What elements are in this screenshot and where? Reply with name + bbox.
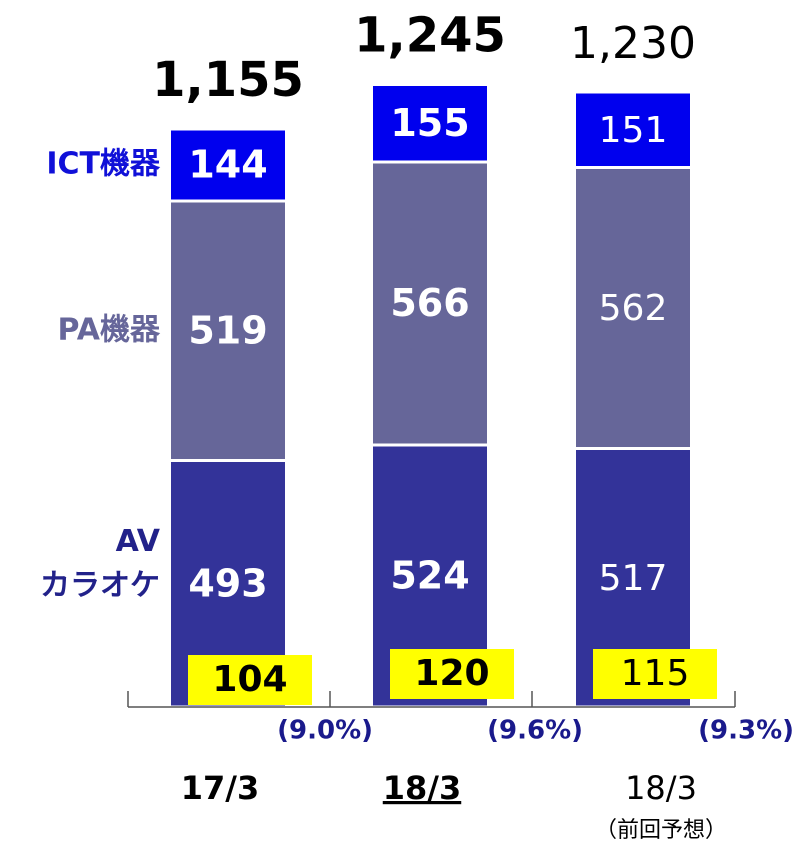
segment-label: 493 <box>188 561 267 605</box>
total-label: 1,155 <box>152 52 304 108</box>
bar-segment <box>573 90 693 169</box>
margin-label: (9.3%) <box>698 716 794 746</box>
x-tick-label: 18/3 <box>625 769 697 807</box>
margin-label: (9.6%) <box>487 716 583 746</box>
segment-label: 144 <box>188 143 267 187</box>
legend-label: ICT機器 <box>46 147 161 182</box>
bar-segment <box>168 127 288 203</box>
legend-label: AV カラオケ <box>40 523 161 602</box>
segment-label: 517 <box>599 558 668 599</box>
profit-box <box>593 649 717 699</box>
segment-label: 524 <box>390 554 469 598</box>
segment-label: 155 <box>390 101 469 145</box>
x-tick-note: （前回予想） <box>595 818 727 843</box>
margin-label: (9.0%) <box>277 716 373 746</box>
profit-box <box>188 655 312 705</box>
segment-label: 151 <box>599 110 668 151</box>
total-label: 1,245 <box>354 8 506 64</box>
profit-box <box>390 649 514 699</box>
total-label: 1,230 <box>570 18 696 69</box>
x-tick-label: 17/3 <box>181 769 259 807</box>
x-tick-label: 18/3 <box>383 769 461 807</box>
segment-label: 519 <box>188 308 267 352</box>
bar-segment <box>168 199 288 462</box>
bar-segment <box>573 166 693 450</box>
bar-segment <box>370 83 490 164</box>
legend-label: PA機器 <box>58 312 161 347</box>
profit-label: 115 <box>621 653 690 694</box>
profit-label: 120 <box>414 653 489 694</box>
bar-segment <box>370 160 490 447</box>
profit-label: 104 <box>212 659 287 700</box>
segment-label: 566 <box>390 281 469 325</box>
segment-label: 562 <box>599 288 668 329</box>
